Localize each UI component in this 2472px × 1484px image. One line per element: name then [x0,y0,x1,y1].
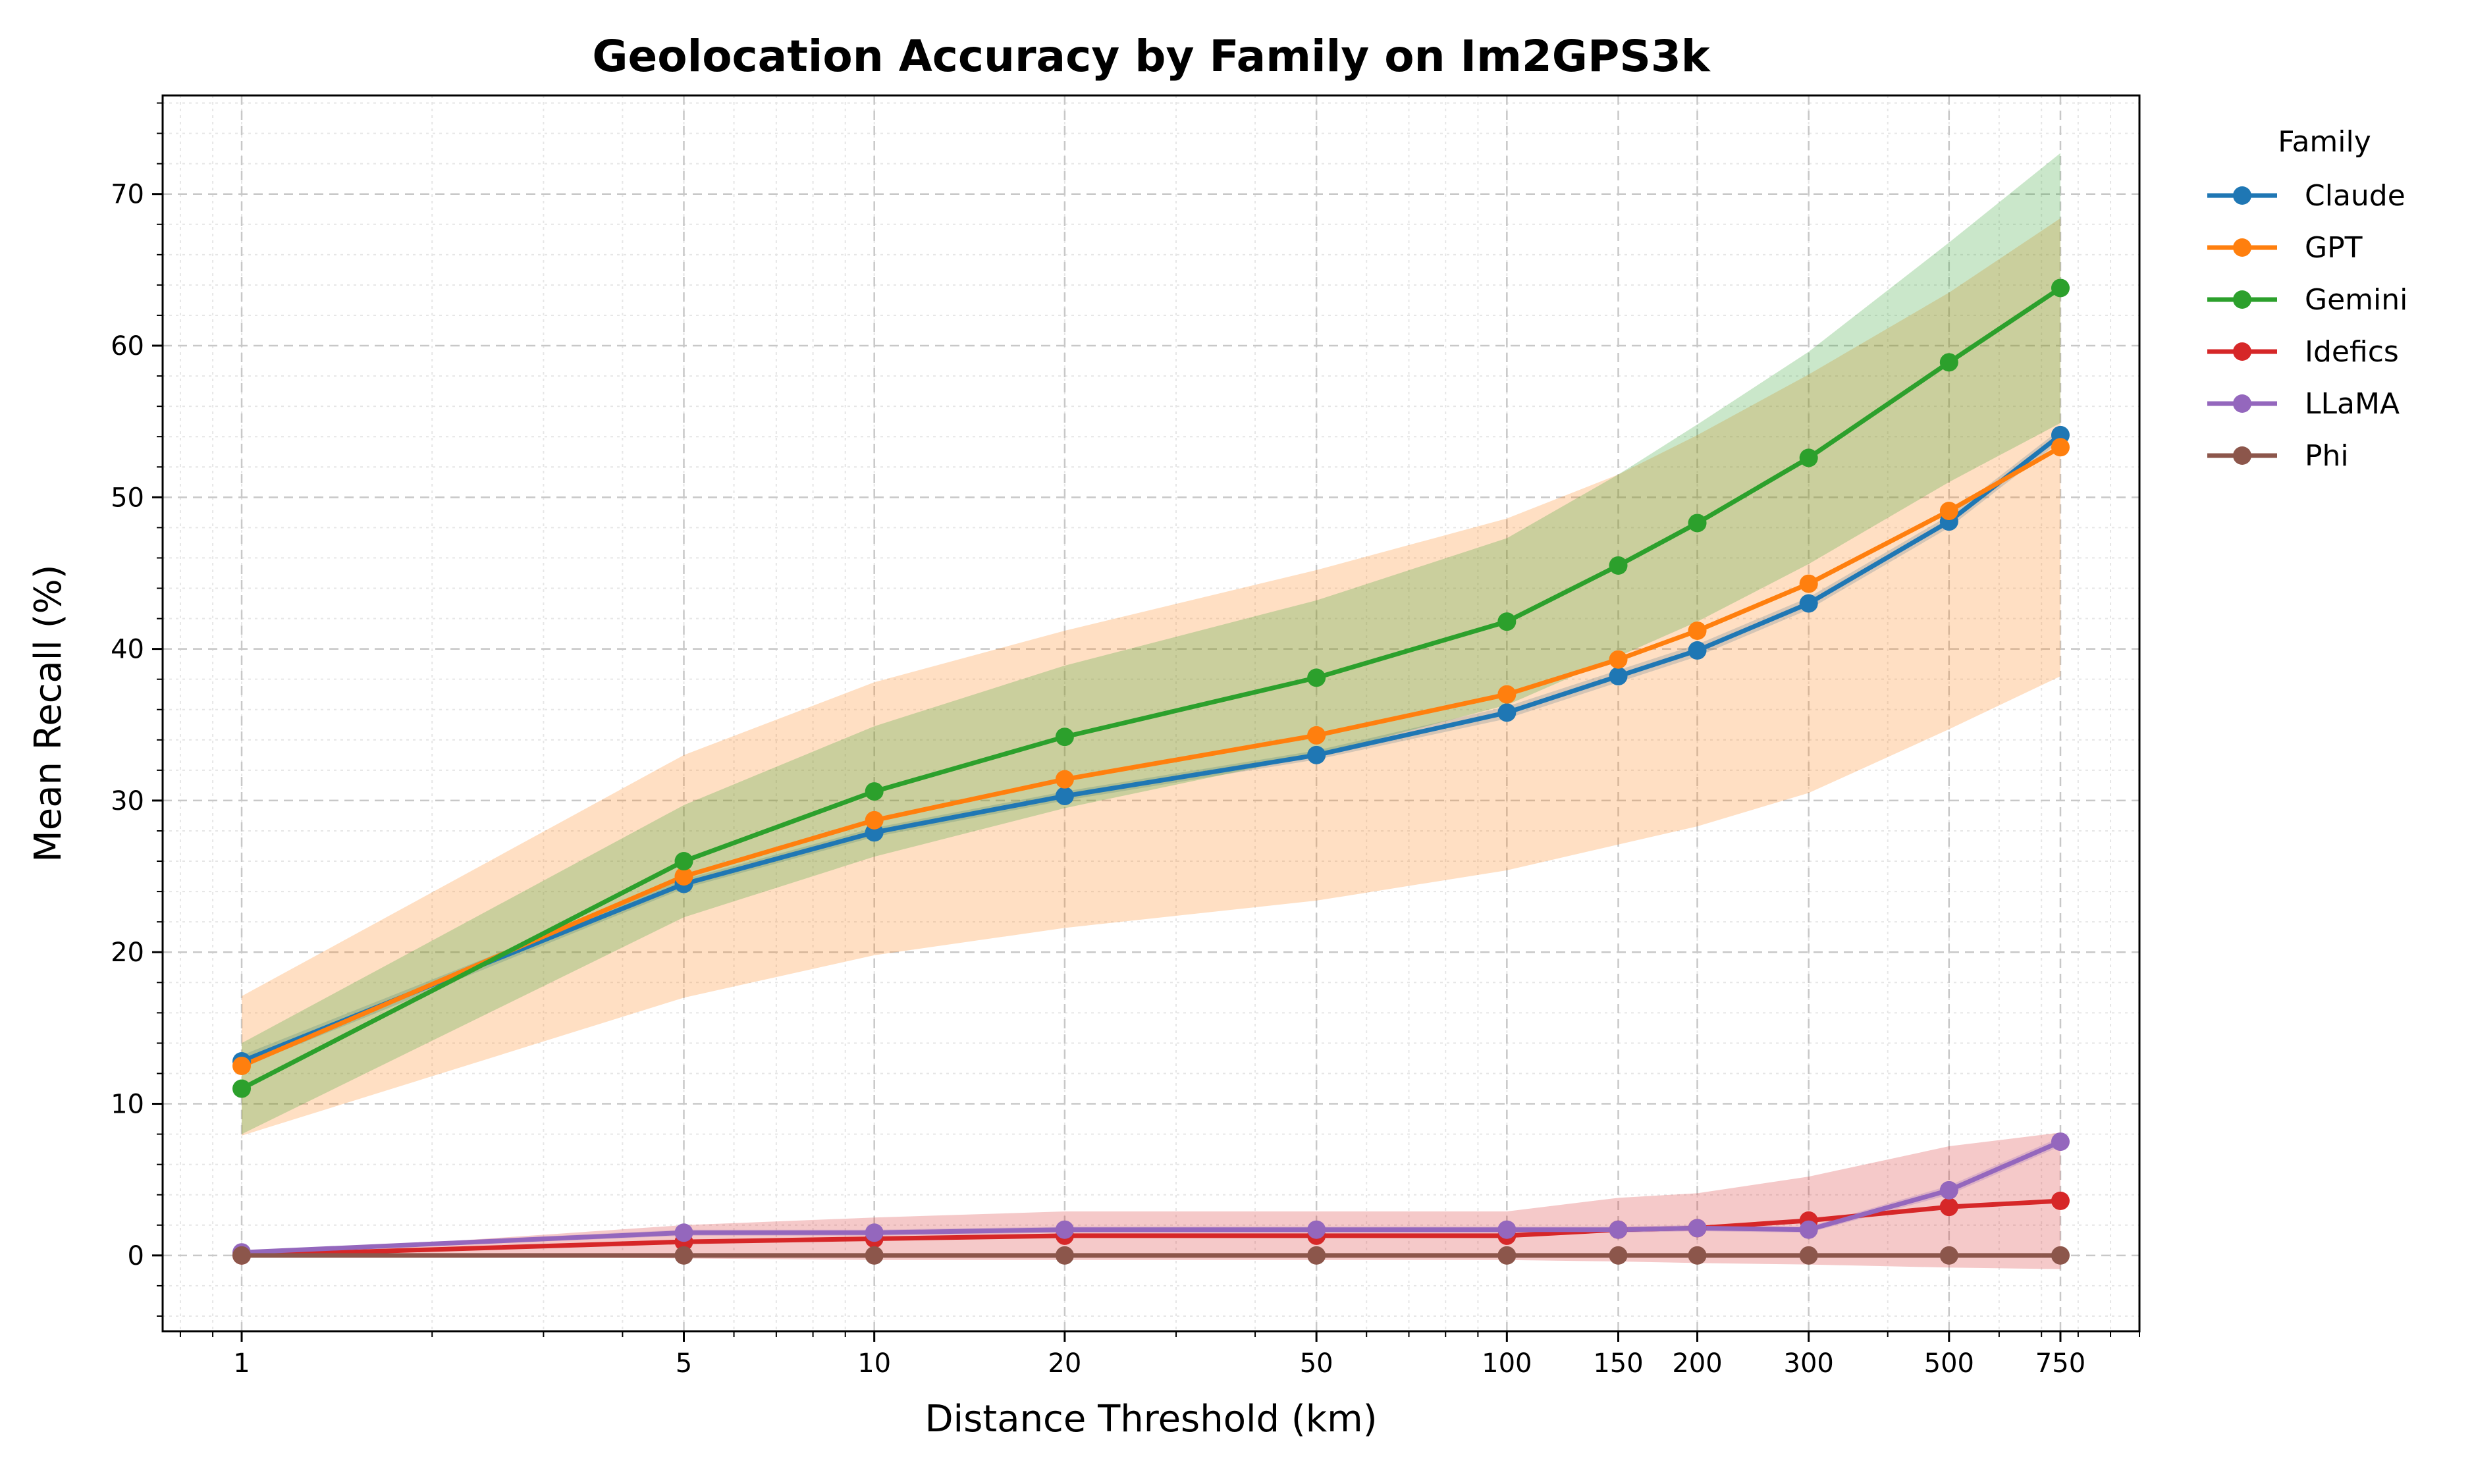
grid-layer [163,95,2140,1331]
point-phi [1307,1246,1326,1265]
point-phi [1799,1246,1818,1265]
point-idefics [2051,1191,2070,1210]
point-phi [1939,1246,1958,1265]
point-gpt [1939,502,1958,521]
legend-marker-llama [2233,394,2251,413]
y-tick-label: 30 [111,786,144,816]
point-gemini [1307,668,1326,687]
point-phi [2051,1246,2070,1265]
x-tick-label: 1 [233,1348,250,1379]
y-tick-label: 70 [111,180,144,210]
point-llama [1939,1180,1958,1200]
y-tick-label: 50 [111,483,144,513]
point-gpt [2051,438,2070,457]
point-idefics [1939,1198,1958,1217]
legend-label-phi: Phi [2305,439,2349,473]
x-axis-label: Distance Threshold (km) [925,1398,1377,1441]
legend-marker-gpt [2233,238,2251,257]
point-llama [865,1223,884,1242]
legend-label-gemini: Gemini [2305,283,2407,317]
band-gpt [242,218,2060,1136]
y-tick-label: 0 [128,1241,144,1271]
point-llama [1609,1220,1628,1239]
point-llama [1688,1219,1707,1238]
legend-label-gpt: GPT [2305,231,2363,265]
plot-frame [161,94,2141,1333]
point-gpt [674,867,693,886]
point-phi [865,1246,884,1265]
point-claude [1609,667,1628,686]
point-gpt [1688,621,1707,640]
point-gemini [1609,556,1628,575]
x-tick-label: 200 [1672,1348,1722,1379]
point-phi [1609,1246,1628,1265]
x-tick-label: 10 [857,1348,891,1379]
point-gpt [232,1056,252,1075]
series-points [232,278,2070,1265]
point-gemini [1055,728,1074,747]
point-gemini [1939,353,1958,372]
point-gemini [2051,278,2070,298]
point-claude [1799,594,1818,613]
legend: Family Claude GPT Gemini Idefics LLaMA Phi [2207,125,2407,473]
point-phi [674,1246,693,1265]
point-claude [1307,745,1326,764]
point-llama [674,1223,693,1242]
x-tick-label: 150 [1593,1348,1643,1379]
point-llama [2051,1132,2070,1152]
y-axis-label: Mean Recall (%) [27,564,70,862]
point-phi [1055,1246,1074,1265]
legend-label-idefics: Idefics [2305,335,2399,369]
point-gemini [1688,514,1707,533]
point-gpt [1055,770,1074,789]
point-claude [1055,787,1074,806]
point-llama [1055,1220,1074,1239]
x-tick-label: 500 [1924,1348,1974,1379]
x-tick-label: 100 [1482,1348,1532,1379]
point-phi [1497,1246,1517,1265]
legend-marker-gemini [2233,290,2251,309]
point-llama [1307,1220,1326,1239]
x-tick-label: 20 [1048,1348,1081,1379]
point-gpt [1609,650,1628,669]
x-tick-label: 5 [676,1348,692,1379]
point-gemini [674,852,693,871]
legend-title: Family [2278,125,2371,159]
band-gemini [242,153,2060,1134]
y-tick-label: 10 [111,1090,144,1120]
point-gpt [1307,726,1326,745]
point-gpt [1799,574,1818,593]
point-phi [232,1246,252,1265]
legend-marker-idefics [2233,342,2251,361]
point-claude [1688,641,1707,660]
y-tick-label: 40 [111,635,144,665]
legend-label-llama: LLaMA [2305,387,2400,421]
point-gpt [1497,685,1517,704]
x-tick-label: 300 [1784,1348,1834,1379]
point-claude [1497,703,1517,722]
y-tick-label: 60 [111,331,144,361]
legend-marker-phi [2233,446,2251,465]
x-tick-label: 50 [1300,1348,1333,1379]
point-phi [1688,1246,1707,1265]
point-llama [1497,1220,1517,1239]
point-gemini [1799,448,1818,467]
x-tick-label: 750 [2035,1348,2085,1379]
y-tick-label: 20 [111,938,144,968]
point-llama [1799,1220,1818,1239]
point-gemini [865,782,884,801]
point-gemini [232,1079,252,1098]
axis-ticks: 1 5 10 20 50 100 150 200 300 500 750 0 10 20 30 40 50 60 7… [111,102,2140,1379]
legend-label-claude: Claude [2305,179,2405,213]
point-gemini [1497,612,1517,631]
point-gpt [865,810,884,830]
legend-marker-claude [2233,186,2251,205]
chart-title: Geolocation Accuracy by Family on Im2GPS… [592,31,1711,82]
